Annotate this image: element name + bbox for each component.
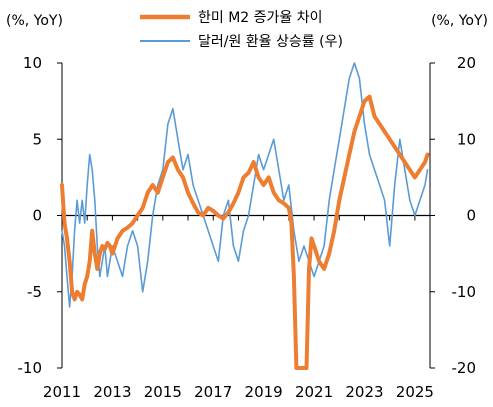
left-tick-label: -5 [27,283,42,301]
x-tick-label: 2011 [43,383,81,401]
left-tick-label: 5 [32,130,42,148]
x-tick-label: 2023 [345,383,383,401]
left-axis-unit: (%, YoY) [6,13,63,29]
m2-diff-series-line [60,94,430,370]
x-tick-label: 2019 [245,383,283,401]
right-tick-label: 20 [457,54,476,72]
legend-label-m2-diff: 한미 M2 증가율 차이 [198,10,323,26]
fx-rate-series-line [61,62,429,308]
left-tick-label: 10 [23,54,42,72]
right-tick-label: -20 [452,359,477,377]
right-tick-label: 0 [466,207,476,225]
left-tick-label: 0 [32,207,42,225]
x-tick-label: 2013 [93,383,131,401]
legend-label-fx-rate: 달러/원 환율 상승률 (우) [198,34,343,50]
x-tick-label: 2025 [396,383,434,401]
tick-label-layer: -10 -5 0 5 10 -20 -10 0 10 20 2011 2013 2015 2017 2019… [18,54,477,401]
left-tick-label: -10 [18,359,43,377]
x-tick-label: 2021 [295,383,333,401]
x-tick-label: 2015 [144,383,182,401]
right-tick-label: 10 [457,130,476,148]
right-axis-unit: (%, YoY) [431,13,488,29]
right-tick-label: -10 [452,283,477,301]
x-tick-label: 2017 [194,383,232,401]
series-layer [60,62,430,370]
legend: 한미 M2 증가율 차이 달러/원 환율 상승률 (우) [140,10,343,50]
